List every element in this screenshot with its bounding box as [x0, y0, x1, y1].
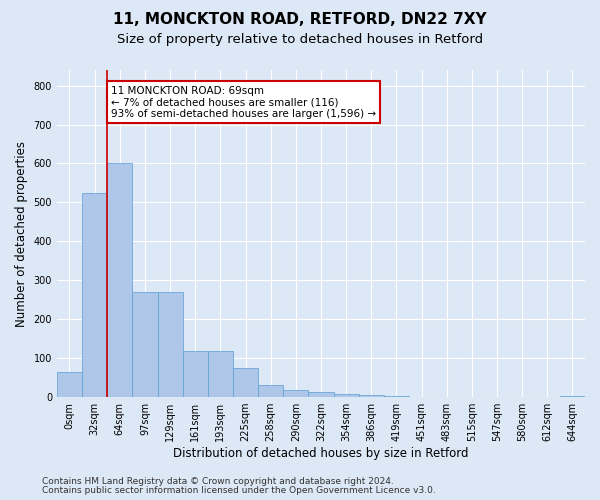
Bar [208, 351, 233, 397]
Text: Contains HM Land Registry data © Crown copyright and database right 2024.: Contains HM Land Registry data © Crown c… [42, 477, 394, 486]
Bar [384, 396, 409, 397]
Bar [233, 368, 258, 397]
Y-axis label: Number of detached properties: Number of detached properties [15, 140, 28, 326]
Bar [283, 390, 308, 397]
Bar [359, 395, 384, 397]
Bar [107, 164, 133, 397]
Text: Size of property relative to detached houses in Retford: Size of property relative to detached ho… [117, 32, 483, 46]
Text: 11 MONCKTON ROAD: 69sqm
← 7% of detached houses are smaller (116)
93% of semi-de: 11 MONCKTON ROAD: 69sqm ← 7% of detached… [111, 86, 376, 119]
X-axis label: Distribution of detached houses by size in Retford: Distribution of detached houses by size … [173, 447, 469, 460]
Bar [308, 392, 334, 397]
Bar [158, 292, 182, 397]
Text: Contains public sector information licensed under the Open Government Licence v3: Contains public sector information licen… [42, 486, 436, 495]
Bar [334, 394, 359, 397]
Bar [258, 386, 283, 397]
Text: 11, MONCKTON ROAD, RETFORD, DN22 7XY: 11, MONCKTON ROAD, RETFORD, DN22 7XY [113, 12, 487, 28]
Bar [57, 372, 82, 397]
Bar [133, 292, 158, 397]
Bar [82, 192, 107, 397]
Bar [182, 351, 208, 397]
Bar [560, 396, 585, 397]
